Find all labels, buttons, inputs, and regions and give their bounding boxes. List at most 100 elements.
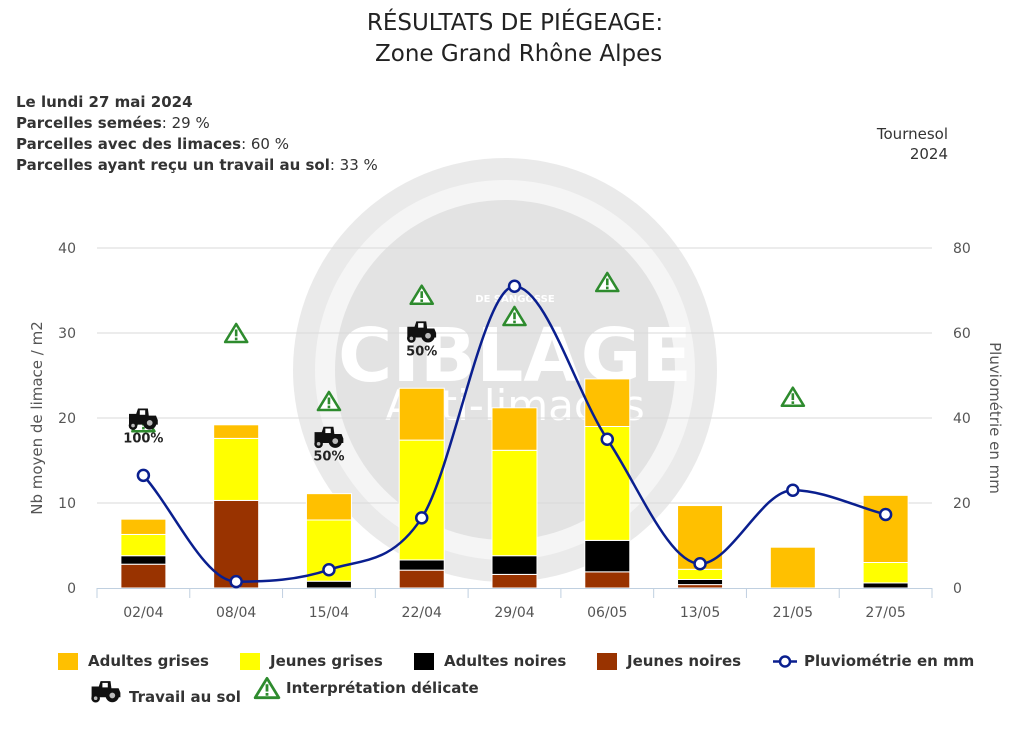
legend-item-adultes-grises[interactable]: Adultes grises bbox=[58, 652, 209, 670]
chart-title-line1: RÉSULTATS DE PIÉGEAGE: bbox=[366, 10, 664, 36]
y-axis-left: 0 10 20 30 40 bbox=[58, 241, 76, 597]
legend-item-travail[interactable]: Travail au sol bbox=[88, 678, 241, 706]
x-tick-label: 02/04 bbox=[123, 605, 163, 621]
bar-segment bbox=[213, 499, 260, 589]
watermark-text-1: CIBLAGE bbox=[338, 313, 692, 399]
tillage-label: 50% bbox=[406, 344, 437, 359]
x-tick-label: 15/04 bbox=[309, 605, 349, 621]
info-sown-label: Parcelles semées bbox=[16, 114, 162, 132]
bar-segment bbox=[491, 407, 538, 451]
bar-segment bbox=[584, 571, 631, 589]
bar-segment bbox=[120, 518, 167, 535]
legend-swatch-adultes-grises bbox=[58, 652, 78, 670]
y-tick-label: 0 bbox=[67, 581, 76, 597]
bar-segment bbox=[398, 387, 445, 441]
rain-points bbox=[136, 279, 893, 589]
bar-segment bbox=[862, 582, 909, 589]
bar-segment bbox=[305, 493, 352, 521]
bar-segment bbox=[862, 562, 909, 584]
rain-point bbox=[414, 511, 429, 525]
bar-segment bbox=[120, 555, 167, 565]
y2-axis-label: Pluviométrie en mm bbox=[986, 342, 1004, 494]
y2-tick-label: 0 bbox=[953, 581, 962, 597]
legend-item-adultes-noires[interactable]: Adultes noires bbox=[414, 652, 566, 670]
legend-label-interpretation: Interprétation délicate bbox=[286, 679, 479, 697]
legend-label-jeunes-noires: Jeunes noires bbox=[627, 652, 742, 670]
legend-label-jeunes-grises: Jeunes grises bbox=[270, 652, 383, 670]
bar-segment bbox=[213, 424, 260, 439]
bar-segment bbox=[213, 437, 260, 501]
chart-title-line2: Zone Grand Rhône Alpes bbox=[367, 41, 663, 67]
y-tick-label: 10 bbox=[58, 496, 76, 512]
x-axis: 02/04 08/04 15/04 22/04 29/04 06/05 13/05 21/05… bbox=[96, 588, 933, 621]
crop-name: Tournesol bbox=[876, 125, 948, 143]
bar-segment bbox=[398, 569, 445, 589]
rain-point bbox=[693, 557, 707, 571]
rain-point bbox=[136, 468, 151, 483]
y-tick-label: 40 bbox=[58, 241, 76, 257]
info-tillage-value: : 33 % bbox=[329, 156, 378, 174]
bar-segment bbox=[398, 439, 445, 561]
y-tick-label: 20 bbox=[58, 411, 76, 427]
legend-line-icon bbox=[773, 654, 797, 668]
warning-icon bbox=[780, 386, 806, 408]
x-tick-label: 08/04 bbox=[216, 605, 256, 621]
bar-segment bbox=[305, 580, 352, 589]
tillage-label: 50% bbox=[313, 450, 344, 465]
y2-tick-label: 20 bbox=[953, 496, 971, 512]
legend-item-jeunes-grises[interactable]: Jeunes grises bbox=[240, 652, 383, 670]
rain-point bbox=[878, 507, 893, 522]
legend-item-interpretation[interactable]: Interprétation délicate bbox=[253, 676, 479, 700]
x-tick-label: 21/05 bbox=[773, 605, 813, 621]
rain-point bbox=[229, 574, 243, 589]
chart-title: RÉSULTATS DE PIÉGEAGE: Zone Grand Rhône … bbox=[0, 8, 1030, 70]
crop-year: 2024 bbox=[909, 145, 948, 163]
bars bbox=[120, 378, 909, 589]
legend-item-pluvio[interactable]: Pluviométrie en mm bbox=[772, 652, 974, 670]
rain-point bbox=[322, 562, 336, 577]
legend-label-travail: Travail au sol bbox=[129, 688, 241, 706]
y2-tick-label: 40 bbox=[953, 411, 971, 427]
bar-segment bbox=[677, 584, 724, 589]
info-sown-value: : 29 % bbox=[161, 114, 210, 132]
x-tick-label: 13/05 bbox=[680, 605, 720, 621]
bar-segment bbox=[584, 539, 631, 573]
rain-point bbox=[507, 279, 522, 293]
legend-swatch-adultes-noires bbox=[414, 652, 434, 670]
bar-segment bbox=[120, 563, 167, 589]
legend-swatch-jeunes-grises bbox=[240, 652, 260, 670]
bar-segment bbox=[862, 494, 909, 564]
info-slugs-value: : 60 % bbox=[241, 135, 289, 153]
legend-label-adultes-grises: Adultes grises bbox=[88, 652, 209, 670]
info-tillage-label: Parcelles ayant reçu un travail au sol bbox=[16, 156, 330, 174]
bar-segment bbox=[491, 449, 538, 557]
warning-icon bbox=[253, 676, 281, 700]
rain-point bbox=[600, 432, 615, 446]
rain-point bbox=[786, 483, 800, 497]
x-tick-label: 06/05 bbox=[587, 605, 627, 621]
legend-swatch-jeunes-noires bbox=[597, 652, 617, 670]
bar-segment bbox=[398, 559, 445, 571]
y-tick-label: 30 bbox=[58, 326, 76, 342]
markers: 100% 50% 50% bbox=[123, 271, 806, 465]
watermark-text-3: DE SANGOSSE bbox=[475, 294, 555, 305]
bar-segment bbox=[584, 378, 631, 427]
legend-label-pluvio: Pluviométrie en mm bbox=[804, 652, 975, 670]
bar-segment bbox=[491, 555, 538, 575]
x-tick-label: 22/04 bbox=[402, 605, 442, 621]
bar-segment bbox=[677, 568, 724, 580]
bar-segment bbox=[491, 573, 538, 589]
y-axis-label: Nb moyen de limace / m2 bbox=[28, 321, 46, 515]
info-slugs-label: Parcelles avec des limaces bbox=[16, 135, 242, 153]
y2-tick-label: 60 bbox=[953, 326, 971, 342]
info-date: Le lundi 27 mai 2024 bbox=[16, 93, 193, 111]
legend-item-jeunes-noires[interactable]: Jeunes noires bbox=[597, 652, 741, 670]
info-block: Le lundi 27 mai 2024 Parcelles semées: 2… bbox=[16, 92, 378, 176]
x-tick-label: 29/04 bbox=[494, 605, 534, 621]
bar-segment bbox=[677, 579, 724, 586]
bar-segment bbox=[769, 546, 816, 589]
y2-tick-label: 80 bbox=[953, 241, 971, 257]
tillage-label: 100% bbox=[123, 431, 163, 446]
y-axis-right: 0 20 40 60 80 bbox=[953, 241, 971, 597]
